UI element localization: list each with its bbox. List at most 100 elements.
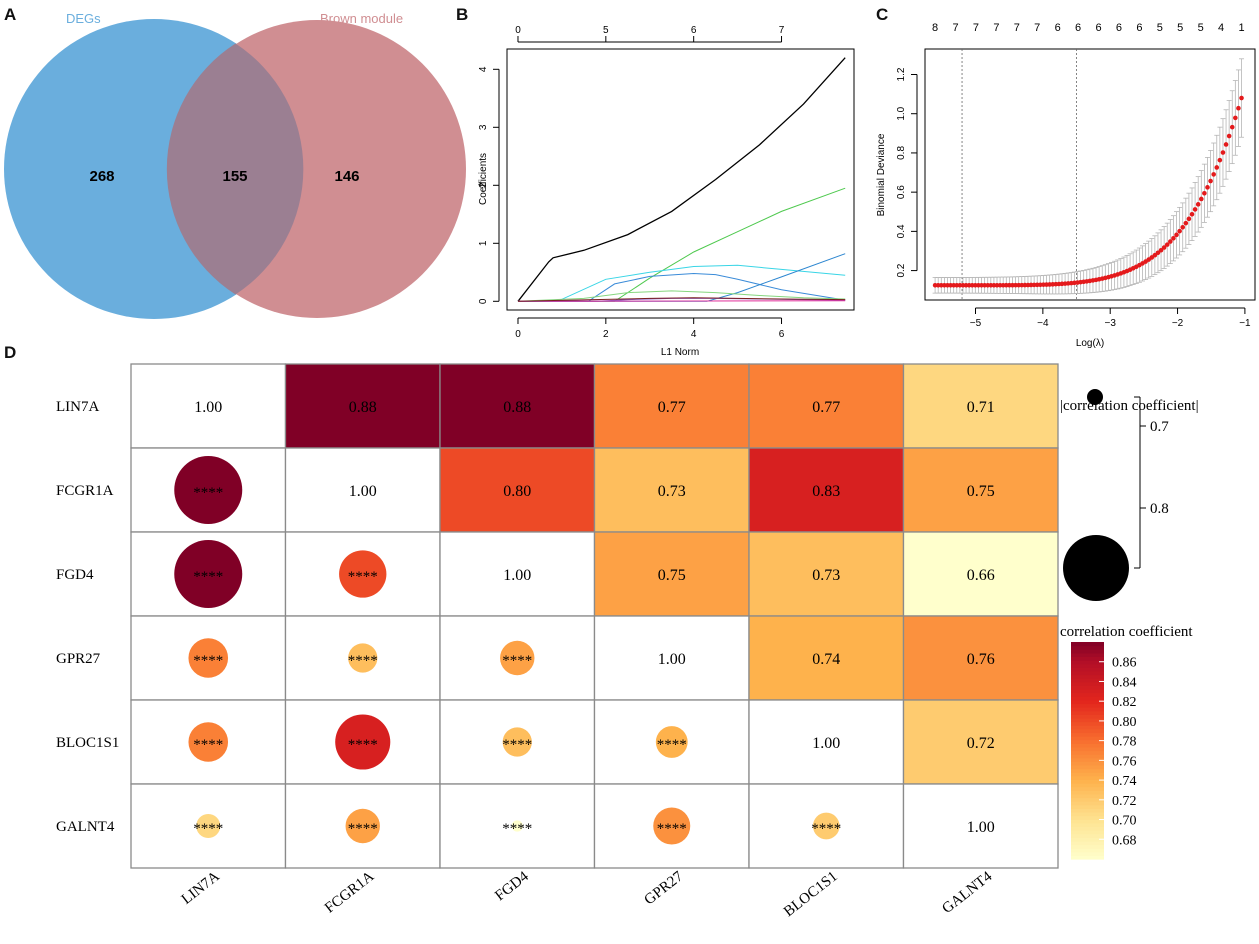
c-top-label: 6 (1116, 22, 1122, 34)
c-top-label: 6 (1075, 22, 1081, 34)
heatmap-circle (196, 813, 221, 839)
color-legend-segment (1071, 761, 1104, 766)
c-top-label: 4 (1218, 22, 1224, 34)
heatmap-significance-label: **** (657, 821, 687, 837)
heatmap-significance-label: **** (348, 569, 378, 585)
venn-intersection (166, 43, 304, 295)
color-legend-segment (1071, 811, 1104, 817)
heatmap-significance-label: **** (193, 737, 223, 753)
color-legend-segment (1071, 801, 1104, 806)
plot-b-ylabel: Coefficients (478, 153, 489, 205)
heatmap-tile (748, 531, 905, 617)
heatmap-diagonal-cell (439, 531, 596, 617)
col-label-gpr27: GPR27 (642, 868, 687, 908)
cv-point (1198, 196, 1204, 202)
panel-a-label: A (4, 5, 16, 24)
cv-point (1183, 220, 1189, 226)
heatmap-circle (812, 812, 840, 840)
cv-point (1236, 105, 1241, 111)
heatmap-diagonal-label: 1.00 (349, 483, 377, 500)
color-legend-segment (1071, 710, 1104, 715)
cv-point (1180, 224, 1186, 230)
color-legend-segment (1071, 797, 1104, 802)
venn-count-degs-only: 268 (89, 168, 114, 185)
b-xtick-label: 2 (603, 329, 609, 340)
b-top-tick-label: 6 (691, 25, 697, 36)
venn-label-brown-module: Brown module (320, 11, 403, 26)
color-legend-segment (1071, 837, 1104, 842)
color-legend-segment (1071, 772, 1104, 777)
color-legend-segment (1071, 692, 1104, 697)
cv-point (1211, 172, 1216, 177)
cv-point (1171, 235, 1176, 241)
color-legend-segment (1071, 699, 1104, 705)
heatmap-significance-label: **** (657, 737, 687, 753)
heatmap-significance-label: **** (502, 821, 532, 837)
coef-path-lightgreen (517, 290, 846, 302)
heatmap-tile (593, 447, 750, 533)
heatmap-circle (345, 808, 380, 844)
panel-c-label: C (876, 5, 888, 24)
color-legend-segment (1071, 764, 1104, 770)
color-legend-segment (1071, 728, 1104, 734)
color-legend-segment (1071, 696, 1104, 701)
color-legend-segment (1071, 707, 1104, 712)
row-label-fgd4: FGD4 (56, 567, 94, 583)
cv-point (1168, 239, 1173, 244)
heatmap-significance-label: **** (348, 821, 378, 837)
color-legend-segment (1071, 826, 1104, 831)
heatmap-circle (174, 540, 243, 608)
heatmap-diagonal-label: 1.00 (503, 567, 531, 584)
heatmap-value-label: 0.74 (812, 651, 840, 668)
cv-point (1155, 250, 1161, 256)
b-ytick-label: 4 (478, 66, 489, 72)
b-ytick-label: 1 (478, 240, 489, 246)
color-legend-segment (1071, 725, 1104, 730)
heatmap-circle (502, 727, 532, 757)
b-top-tick-label: 0 (515, 25, 521, 36)
c-xtick-label: −3 (1105, 318, 1117, 329)
color-legend-tick-label: 0.82 (1112, 695, 1137, 710)
c-top-label: 7 (1034, 22, 1040, 34)
panel-b-label: B (456, 5, 468, 24)
heatmap-diagonal-cell (748, 699, 905, 785)
color-legend-segment (1071, 750, 1104, 755)
cv-point (1214, 165, 1220, 170)
coef-path-magenta (517, 300, 846, 302)
color-legend-segment (1071, 663, 1104, 668)
color-legend-segment (1071, 779, 1104, 784)
heatmap-circle (655, 726, 688, 758)
heatmap-significance-label: **** (502, 653, 532, 669)
color-legend-segment (1071, 685, 1104, 690)
cv-point (1177, 228, 1182, 234)
c-xtick-label: −2 (1172, 318, 1184, 329)
plot-c-xlabel: Log(λ) (1076, 338, 1104, 349)
b-ytick-label: 0 (478, 298, 489, 304)
heatmap-tile (748, 363, 905, 449)
heatmap-diagonal-label: 1.00 (967, 819, 995, 836)
color-legend-tick-label: 0.84 (1112, 675, 1137, 690)
b-top-tick-label: 7 (779, 25, 785, 36)
venn-label-degs: DEGs (66, 11, 101, 26)
heatmap-circle (653, 807, 691, 845)
color-legend-segment (1071, 790, 1104, 795)
c-ytick-label: 0.2 (896, 263, 907, 277)
cv-point (1164, 242, 1170, 247)
heatmap-legends: |correlation coefficient| correlation co… (1060, 389, 1199, 860)
cv-point (1205, 185, 1210, 190)
color-legend-segment (1071, 652, 1104, 658)
c-top-label: 7 (973, 22, 979, 34)
panel-a: A DEGs Brown module 268 155 146 (4, 5, 466, 319)
color-legend-segment (1071, 851, 1104, 856)
color-legend-segment (1071, 793, 1104, 799)
heatmap-value-label: 0.73 (812, 567, 840, 584)
heatmap-value-label: 0.72 (967, 735, 995, 752)
row-label-fcgr1a: FCGR1A (56, 483, 114, 499)
color-legend-segment (1071, 848, 1104, 853)
heatmap-tile (902, 531, 1059, 617)
cv-point (1226, 133, 1232, 139)
c-ytick-label: 0.4 (896, 224, 907, 238)
heatmap-value-label: 0.73 (658, 483, 686, 500)
size-legend-large-circle (1063, 535, 1129, 601)
color-legend-segment (1071, 833, 1104, 838)
